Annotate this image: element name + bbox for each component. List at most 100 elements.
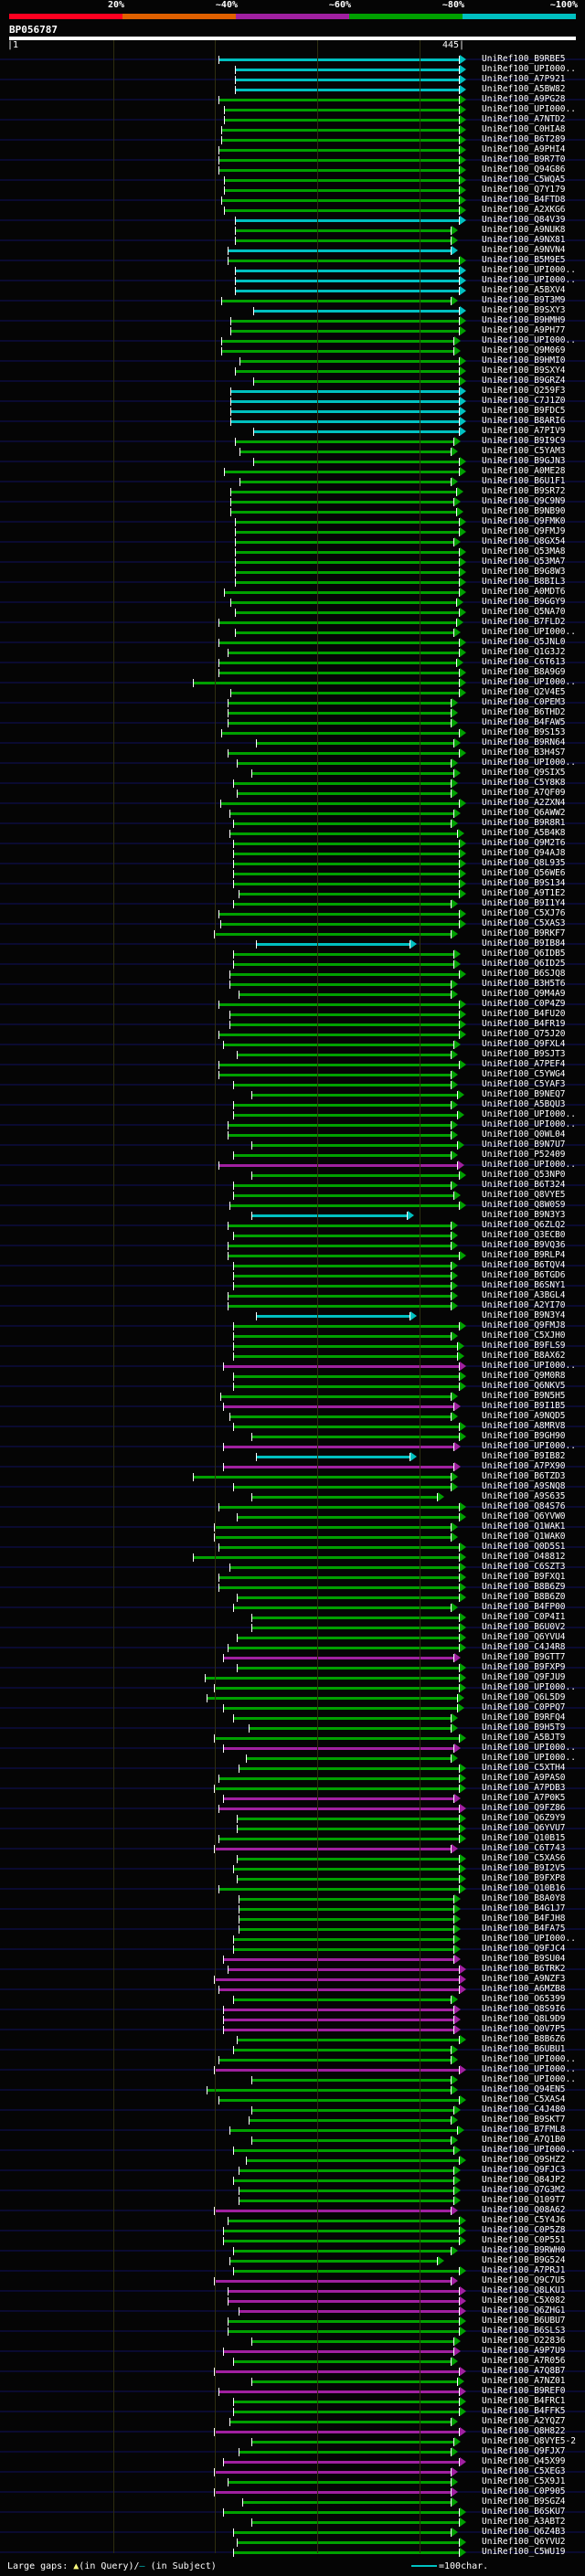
hit-label[interactable]: UniRef100_UPI000.. — [482, 677, 576, 687]
hit-label[interactable]: UniRef100_C5XAS6 — [482, 1853, 566, 1863]
hit-label[interactable]: UniRef100_A7NTD2 — [482, 114, 566, 124]
hit-label[interactable]: UniRef100_B9GGY9 — [482, 597, 566, 607]
hit-label[interactable]: UniRef100_A9S635 — [482, 1491, 566, 1501]
hit-label[interactable]: UniRef100_A7P0K5 — [482, 1793, 566, 1803]
hit-label[interactable]: UniRef100_B9GRZ4 — [482, 376, 566, 386]
hit-label[interactable]: UniRef100_A9PHI4 — [482, 144, 566, 154]
hit-label[interactable]: UniRef100_Q6AWW2 — [482, 808, 566, 818]
hit-label[interactable]: UniRef100_B9I1Y4 — [482, 898, 566, 908]
hit-label[interactable]: UniRef100_B8A0Y8 — [482, 1893, 566, 1903]
hit-label[interactable]: UniRef100_B9RWH0 — [482, 2245, 566, 2255]
hit-label[interactable]: UniRef100_C5YAF3 — [482, 1079, 566, 1089]
hit-label[interactable]: UniRef100_B9RLP4 — [482, 1250, 566, 1260]
hit-label[interactable]: UniRef100_A7PEF4 — [482, 1059, 566, 1069]
hit-label[interactable]: UniRef100_Q6YVW0 — [482, 1511, 566, 1521]
hit-label[interactable]: UniRef100_B6U1F1 — [482, 476, 566, 486]
hit-label[interactable]: UniRef100_B3H5T6 — [482, 979, 566, 989]
hit-label[interactable]: UniRef100_Q9FXL4 — [482, 1039, 566, 1049]
hit-label[interactable]: UniRef100_C0P4Z9 — [482, 999, 566, 1009]
hit-label[interactable]: UniRef100_B6UBU7 — [482, 2316, 566, 2326]
hit-label[interactable]: UniRef100_Q8LKU1 — [482, 2285, 566, 2295]
hit-label[interactable]: UniRef100_B9N5H5 — [482, 1391, 566, 1401]
hit-label[interactable]: UniRef100_Q94AJ8 — [482, 848, 566, 858]
hit-label[interactable]: UniRef100_B4FAW5 — [482, 717, 566, 727]
hit-label[interactable]: UniRef100_Q3ECB0 — [482, 1230, 566, 1240]
hit-label[interactable]: UniRef100_Q5JNL0 — [482, 637, 566, 647]
hit-label[interactable]: UniRef100_A3ABT2 — [482, 2517, 566, 2527]
hit-label[interactable]: UniRef100_B9N3Y3 — [482, 1210, 566, 1220]
hit-label[interactable]: UniRef100_Q1WAK1 — [482, 1521, 566, 1532]
hit-label[interactable]: UniRef100_A3BGL4 — [482, 1290, 566, 1300]
hit-label[interactable]: UniRef100_A9SNQ8 — [482, 1481, 566, 1491]
hit-label[interactable]: UniRef100_Q6Z4B3 — [482, 2527, 566, 2537]
hit-label[interactable]: UniRef100_Q08A62 — [482, 2205, 566, 2215]
hit-label[interactable]: UniRef100_B9S153 — [482, 727, 566, 737]
hit-label[interactable]: UniRef100_UPI000.. — [482, 1682, 576, 1692]
hit-label[interactable]: UniRef100_A9NZF3 — [482, 1974, 566, 1984]
hit-label[interactable]: UniRef100_Q8W0S9 — [482, 1200, 566, 1210]
hit-label[interactable]: UniRef100_B9SJT3 — [482, 1049, 566, 1059]
hit-label[interactable]: UniRef100_B9SU04 — [482, 1954, 566, 1964]
hit-label[interactable]: UniRef100_UPI000.. — [482, 64, 576, 74]
hit-label[interactable]: UniRef100_Q6YVU7 — [482, 1823, 566, 1833]
hit-label[interactable]: UniRef100_Q9M069 — [482, 345, 566, 355]
hit-label[interactable]: UniRef100_Q8VYE5-2 — [482, 2436, 576, 2446]
hit-label[interactable]: UniRef100_A5B4K8 — [482, 828, 566, 838]
hit-label[interactable]: UniRef100_A7QF09 — [482, 788, 566, 798]
hit-label[interactable]: UniRef100_Q53MA8 — [482, 546, 566, 557]
hit-label[interactable]: UniRef100_C0HIA8 — [482, 124, 566, 134]
hit-label[interactable]: UniRef100_B9H5T9 — [482, 1723, 566, 1733]
hit-label[interactable]: UniRef100_B9FXP8 — [482, 1873, 566, 1883]
hit-label[interactable]: UniRef100_B7FML8 — [482, 2125, 566, 2135]
hit-label[interactable]: UniRef100_Q9M4A9 — [482, 989, 566, 999]
hit-label[interactable]: UniRef100_A7R056 — [482, 2356, 566, 2366]
hit-label[interactable]: UniRef100_C5YWG4 — [482, 1069, 566, 1079]
hit-label[interactable]: UniRef100_A2XKG6 — [482, 205, 566, 215]
hit-label[interactable]: UniRef100_Q7G3M2 — [482, 2185, 566, 2195]
hit-label[interactable]: UniRef100_A7Q1B0 — [482, 2135, 566, 2145]
hit-label[interactable]: UniRef100_C7J1Z0 — [482, 396, 566, 406]
hit-label[interactable]: UniRef100_B6U0V2 — [482, 1622, 566, 1632]
hit-label[interactable]: UniRef100_Q6YVU2 — [482, 2537, 566, 2547]
hit-label[interactable]: UniRef100_UPI000.. — [482, 275, 576, 285]
hit-label[interactable]: UniRef100_B6SJQ8 — [482, 969, 566, 979]
hit-label[interactable]: UniRef100_B6SLS3 — [482, 2326, 566, 2336]
hit-label[interactable]: UniRef100_Q94EN5 — [482, 2084, 566, 2094]
hit-label[interactable]: UniRef100_C5WU19 — [482, 2547, 566, 2557]
hit-label[interactable]: UniRef100_B9IB84 — [482, 938, 566, 949]
hit-label[interactable]: UniRef100_UPI000.. — [482, 1753, 576, 1763]
hit-label[interactable]: UniRef100_C5XJH0 — [482, 1330, 566, 1341]
hit-label[interactable]: UniRef100_B6T289 — [482, 134, 566, 144]
hit-label[interactable]: UniRef100_Q0WL04 — [482, 1129, 566, 1140]
hit-label[interactable]: UniRef100_B4FA75 — [482, 1924, 566, 1934]
hit-label[interactable]: UniRef100_Q7Y179 — [482, 185, 566, 195]
hit-label[interactable]: UniRef100_B4G1J7 — [482, 1903, 566, 1913]
hit-label[interactable]: UniRef100_B9T3M9 — [482, 295, 566, 305]
hit-label[interactable]: UniRef100_A7PDB3 — [482, 1783, 566, 1793]
hit-label[interactable]: UniRef100_Q9FMJ8 — [482, 1320, 566, 1330]
hit-label[interactable]: UniRef100_A5BXV4 — [482, 285, 566, 295]
hit-label[interactable]: UniRef100_B8BIL3 — [482, 577, 566, 587]
hit-label[interactable]: UniRef100_B6TRK2 — [482, 1964, 566, 1974]
hit-label[interactable]: UniRef100_C0P4I1 — [482, 1612, 566, 1622]
hit-label[interactable]: UniRef100_B9R8R1 — [482, 818, 566, 828]
hit-label[interactable]: UniRef100_A7NZ01 — [482, 2376, 566, 2386]
hit-label[interactable]: UniRef100_Q259F3 — [482, 386, 566, 396]
hit-label[interactable]: UniRef100_B3H4S7 — [482, 747, 566, 758]
hit-label[interactable]: UniRef100_Q9SHZ2 — [482, 2155, 566, 2165]
hit-label[interactable]: UniRef100_Q9SIX5 — [482, 768, 566, 778]
hit-label[interactable]: UniRef100_B6TZD3 — [482, 1471, 566, 1481]
hit-label[interactable]: UniRef100_Q9FJU9 — [482, 1672, 566, 1682]
hit-label[interactable]: UniRef100_B9G524 — [482, 2255, 566, 2265]
hit-label[interactable]: UniRef100_Q5NA70 — [482, 607, 566, 617]
hit-label[interactable]: UniRef100_B9S134 — [482, 878, 566, 888]
hit-label[interactable]: UniRef100_B4FFK5 — [482, 2406, 566, 2416]
hit-label[interactable]: UniRef100_B9SR72 — [482, 486, 566, 496]
hit-label[interactable]: UniRef100_Q53MA7 — [482, 557, 566, 567]
hit-label[interactable]: UniRef100_B8B6Z0 — [482, 1592, 566, 1602]
hit-label[interactable]: UniRef100_Q8S9I6 — [482, 2004, 566, 2014]
hit-label[interactable]: UniRef100_Q1G3J2 — [482, 647, 566, 657]
hit-label[interactable]: UniRef100_B9REF0 — [482, 2386, 566, 2396]
hit-label[interactable]: UniRef100_Q8L935 — [482, 858, 566, 868]
hit-label[interactable]: UniRef100_Q9FMK0 — [482, 516, 566, 526]
